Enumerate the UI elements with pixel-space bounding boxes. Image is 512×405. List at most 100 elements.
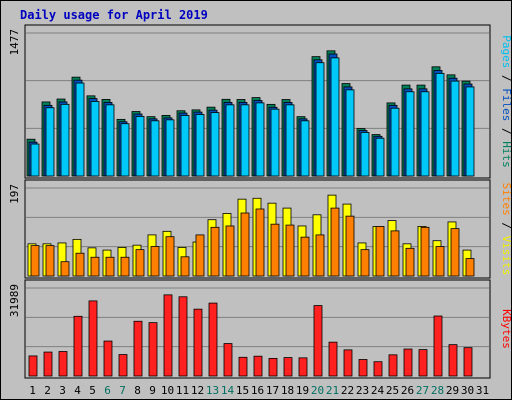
legend-pages_files: Pages / Files / Hits xyxy=(500,35,512,168)
bar-pages-day-3 xyxy=(60,103,70,177)
legend-part: Files xyxy=(500,88,512,121)
bar-kbytes-day-11 xyxy=(178,296,188,377)
bar-kbytes-day-28 xyxy=(433,315,443,377)
bar-sites-day-20 xyxy=(315,234,325,277)
x-tick-label: 21 xyxy=(326,384,339,397)
bar-kbytes-day-30 xyxy=(463,347,473,377)
y-max-label: 1477 xyxy=(8,29,21,56)
bar-pages-day-18 xyxy=(285,104,295,177)
panel-visits_sites: 197 Sites / Visits xyxy=(8,179,512,279)
legend-visits_sites: Sites / Visits xyxy=(500,183,512,276)
bar-sites-day-12 xyxy=(195,234,205,277)
bar-kbytes-day-8 xyxy=(133,320,143,377)
bar-sites-day-2 xyxy=(45,245,55,277)
bar-pages-day-21 xyxy=(330,57,340,177)
bar-kbytes-day-2 xyxy=(43,351,53,377)
bar-pages-day-24 xyxy=(375,137,385,177)
bar-pages-day-15 xyxy=(240,104,250,177)
bar-pages-day-23 xyxy=(360,132,370,177)
bar-kbytes-day-7 xyxy=(118,354,128,377)
bar-sites-day-4 xyxy=(75,252,85,277)
bar-sites-day-7 xyxy=(120,256,130,277)
legend-part: KBytes xyxy=(500,309,512,349)
bar-pages-day-1 xyxy=(30,143,40,177)
bar-pages-day-11 xyxy=(180,115,190,177)
bar-kbytes-day-15 xyxy=(238,356,248,377)
bar-sites-day-9 xyxy=(150,246,160,277)
bar-sites-day-28 xyxy=(435,246,445,277)
legend-part: Visits xyxy=(500,236,512,276)
x-tick-label: 9 xyxy=(149,384,156,397)
bar-kbytes-day-22 xyxy=(343,349,353,377)
bar-pages-day-27 xyxy=(420,91,430,177)
bar-kbytes-day-29 xyxy=(448,344,458,377)
bar-kbytes-day-4 xyxy=(73,315,83,377)
x-tick-label: 15 xyxy=(236,384,249,397)
bar-kbytes-day-23 xyxy=(358,359,368,377)
x-tick-label: 11 xyxy=(176,384,189,397)
bar-pages-day-6 xyxy=(105,104,115,177)
bar-sites-day-26 xyxy=(405,247,415,277)
x-tick-label: 10 xyxy=(161,384,174,397)
bar-pages-day-14 xyxy=(225,104,235,177)
bar-pages-day-12 xyxy=(195,114,205,177)
x-tick-label: 8 xyxy=(134,384,141,397)
x-tick-label: 17 xyxy=(266,384,279,397)
x-tick-label: 19 xyxy=(296,384,309,397)
bar-kbytes-day-3 xyxy=(58,351,68,377)
bar-sites-day-25 xyxy=(390,230,400,277)
bar-kbytes-day-14 xyxy=(223,343,233,377)
bar-sites-day-16 xyxy=(255,208,265,277)
bar-pages-day-22 xyxy=(345,89,355,177)
chart-title: Daily usage for April 2019 xyxy=(20,8,208,22)
x-tick-label: 2 xyxy=(44,384,51,397)
bar-kbytes-day-13 xyxy=(208,302,218,377)
bar-kbytes-day-25 xyxy=(388,354,398,377)
bar-pages-day-2 xyxy=(45,107,55,177)
legend-part: Pages xyxy=(500,35,512,68)
x-tick-label: 6 xyxy=(104,384,111,397)
bar-kbytes-day-16 xyxy=(253,355,263,377)
x-tick-label: 28 xyxy=(431,384,444,397)
bar-sites-day-23 xyxy=(360,249,370,277)
legend-part: Sites xyxy=(500,183,512,216)
bar-sites-day-22 xyxy=(345,215,355,277)
bar-pages-day-16 xyxy=(255,102,265,177)
bar-sites-day-27 xyxy=(420,226,430,277)
bar-pages-day-25 xyxy=(390,107,400,177)
bar-kbytes-day-20 xyxy=(313,305,323,377)
x-tick-label: 1 xyxy=(29,384,36,397)
x-tick-label: 12 xyxy=(191,384,204,397)
x-tick-label: 16 xyxy=(251,384,264,397)
x-tick-label: 13 xyxy=(206,384,219,397)
x-tick-label: 29 xyxy=(446,384,459,397)
panel-pages_files: 1477 Pages / Files / Hits xyxy=(8,24,512,179)
bar-pages-day-19 xyxy=(300,120,310,177)
legend-part: / xyxy=(500,216,512,236)
bar-kbytes-day-10 xyxy=(163,294,173,377)
x-tick-label: 27 xyxy=(416,384,429,397)
bar-sites-day-10 xyxy=(165,236,175,277)
bar-pages-day-26 xyxy=(405,91,415,177)
bar-pages-day-7 xyxy=(120,123,130,177)
legend-part: Hits xyxy=(500,141,512,168)
x-tick-label: 24 xyxy=(371,384,385,397)
chart-panels: 1477 Pages / Files / Hits 197 Sites / Visit… xyxy=(8,24,512,379)
bar-sites-day-21 xyxy=(330,207,340,277)
bar-pages-day-5 xyxy=(90,101,100,177)
legend-part: / xyxy=(500,121,512,141)
bar-kbytes-day-6 xyxy=(103,340,113,377)
bar-kbytes-day-27 xyxy=(418,349,428,377)
bar-kbytes-day-9 xyxy=(148,322,158,377)
bar-sites-day-24 xyxy=(375,226,385,277)
bar-sites-day-1 xyxy=(30,245,40,277)
x-tick-label: 22 xyxy=(341,384,354,397)
bar-sites-day-29 xyxy=(450,228,460,277)
x-tick-label: 20 xyxy=(311,384,324,397)
x-tick-label: 4 xyxy=(74,384,81,397)
x-tick-label: 30 xyxy=(461,384,474,397)
bar-kbytes-day-1 xyxy=(28,355,38,377)
bar-pages-day-13 xyxy=(210,112,220,177)
bar-sites-day-8 xyxy=(135,249,145,277)
